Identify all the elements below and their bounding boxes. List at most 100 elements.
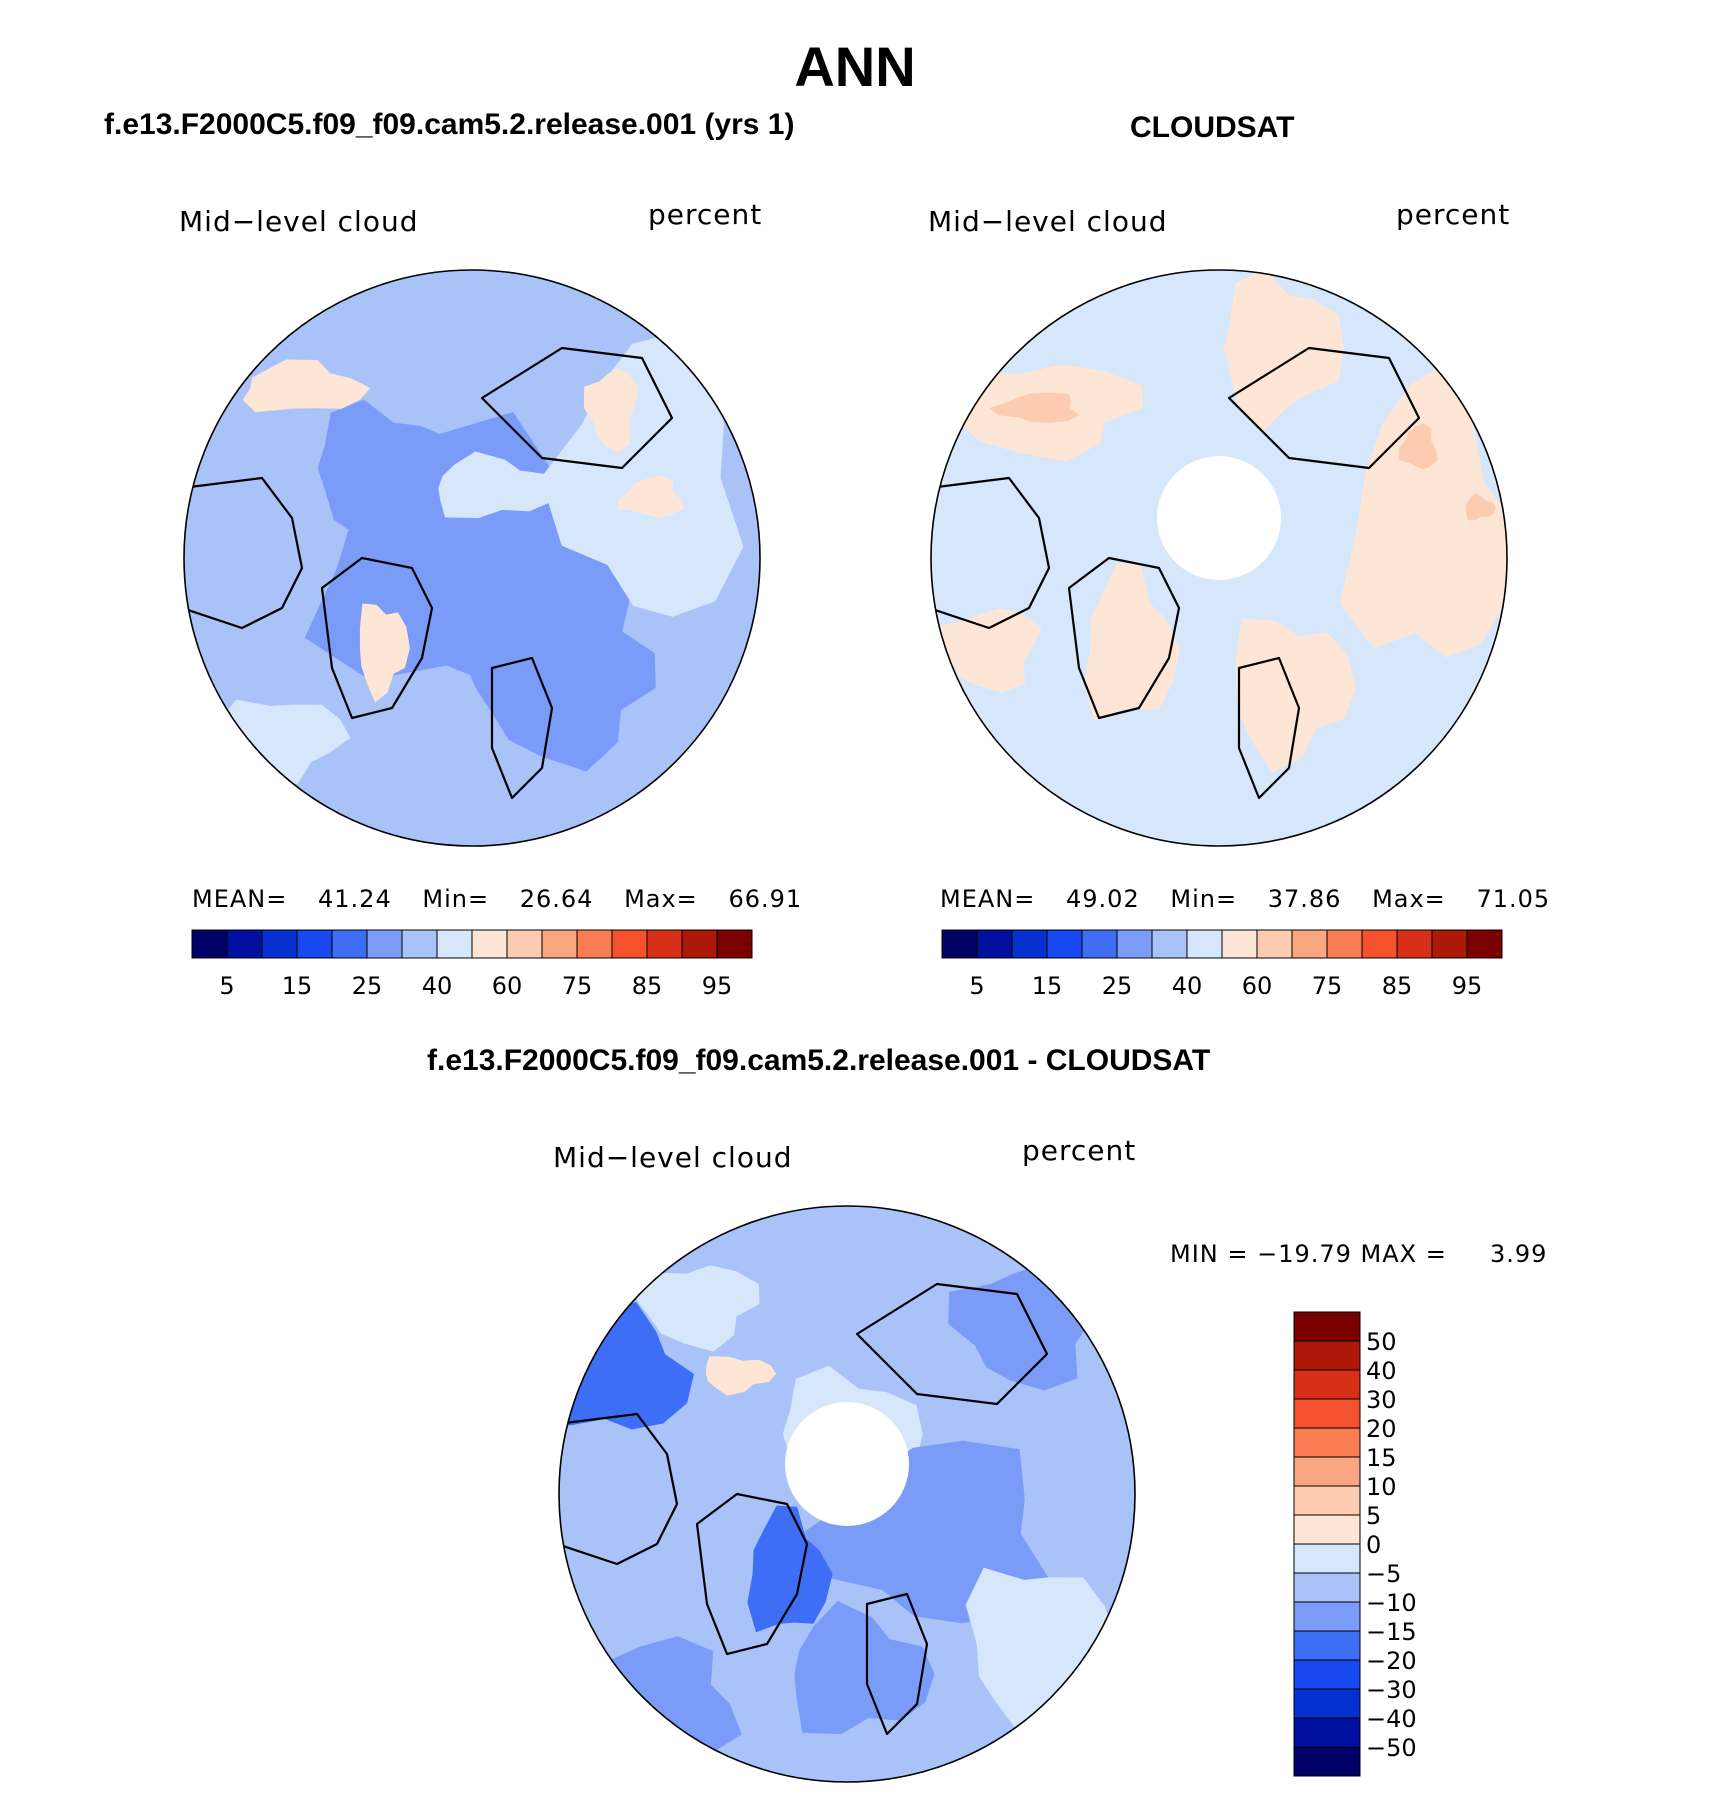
left-mean-value: 41.24 [318,885,392,913]
right-stats: MEAN= 49.02 Min= 37.86 Max= 71.05 [940,885,1550,913]
colorbar-swatch [1293,1485,1361,1516]
colorbar-tick-label: 10 [1366,1473,1397,1501]
colorbar-tick-label: 85 [1382,972,1413,1000]
colorbar-swatch [1046,929,1083,959]
cloud-fraction-patch [242,359,371,413]
colorbar-swatch [1151,929,1188,959]
coastline [695,1492,809,1656]
colorbar-swatch [1293,1717,1361,1748]
model-panel-title: f.e13.F2000C5.f09_f09.cam5.2.release.001… [104,108,795,141]
diff-variable-label: Mid−level cloud [553,1141,793,1174]
left-stats: MEAN= 41.24 Min= 26.64 Max= 66.91 [192,885,802,913]
coastline [1067,556,1181,720]
cloud-fraction-patch [583,368,639,453]
colorbar-swatch [1326,929,1363,959]
coastline [865,1592,929,1736]
cloud-fraction-patch [932,608,1042,693]
colorbar-swatch [1293,1543,1361,1574]
colorbar-swatch [1293,1514,1361,1545]
colorbar-tick-label: 20 [1366,1415,1397,1443]
colorbar-tick-label: 75 [1312,972,1343,1000]
colorbar-tick-label: 5 [1366,1502,1381,1530]
right-polar-map [930,269,1508,847]
coastline [931,476,1051,630]
cloud-fraction-patch [458,620,656,772]
coastline [320,556,434,720]
left-variable-label: Mid−level cloud [179,205,419,238]
colorbar-swatch [1293,1601,1361,1632]
colorbar-tick-label: 40 [422,972,453,1000]
colorbar-tick-label: 85 [632,972,663,1000]
map-boundary [183,269,761,847]
cloud-fraction-patch [317,399,458,540]
cloud-fraction-patch [1084,562,1181,721]
colorbar-swatch [1431,929,1468,959]
right-min-label: Min= [1170,885,1238,913]
left-min-label: Min= [422,885,490,913]
cloud-fraction-patch [628,1265,760,1352]
colorbar-swatch [1293,1340,1361,1371]
right-colorbar: 5 15 25 40 60 75 85 95 [941,929,1503,1000]
colorbar-tick-label: 60 [1242,972,1273,1000]
cloud-fraction-patch [965,1567,1117,1736]
colorbar-swatch [1081,929,1118,959]
colorbar-swatch [941,929,978,959]
colorbar-tick-label: 30 [1366,1386,1397,1414]
colorbar-swatch [1396,929,1433,959]
colorbar-swatch [261,929,298,959]
colorbar-tick-label: −20 [1366,1647,1417,1675]
colorbar-tick-label: 5 [219,972,234,1000]
right-min-value: 37.86 [1267,885,1342,913]
colorbar-tick-label: −15 [1366,1618,1417,1646]
cloud-fraction-patch [618,475,684,518]
colorbar-swatch [1466,929,1503,959]
diff-units-label: percent [1022,1134,1137,1167]
cloud-fraction-patch [438,451,559,519]
cloud-fraction-patch [1398,423,1438,470]
colorbar-tick-label: −5 [1366,1560,1401,1588]
right-mean-value: 49.02 [1066,885,1140,913]
colorbar-swatch [1293,1456,1361,1487]
colorbar-swatch [331,929,368,959]
colorbar-swatch [1293,1688,1361,1719]
colorbar-tick-label: 40 [1366,1357,1397,1385]
colorbar-tick-label: −10 [1366,1589,1417,1617]
right-variable-label: Mid−level cloud [928,205,1168,238]
missing-data-region [785,1402,909,1526]
colorbar-swatch [1293,1630,1361,1661]
colorbar-swatch [541,929,578,959]
coastline [1227,346,1421,470]
cloud-fraction-patch [747,1505,833,1633]
cloud-fraction-patch [540,333,744,617]
colorbar-swatch [1291,929,1328,959]
colorbar-tick-label: 5 [969,972,984,1000]
colorbar-tick-label: 50 [1366,1328,1397,1356]
cloud-fraction-patch [359,603,410,703]
figure-title: ANN [794,35,916,98]
left-colorbar: 5 15 25 40 60 75 85 95 [191,929,753,1000]
colorbar-swatch [1293,1746,1361,1777]
left-max-label: Max= [624,885,698,913]
colorbar-swatch [716,929,753,959]
colorbar-swatch [506,929,543,959]
obs-panel-title: CLOUDSAT [1130,111,1295,144]
diff-stats: MIN = −19.79 MAX = 3.99 [1170,1240,1548,1268]
colorbar-swatch [191,929,228,959]
coastline [480,346,674,470]
colorbar-tick-label: 25 [1102,972,1133,1000]
colorbar-swatch [296,929,333,959]
colorbar-tick-label: −50 [1366,1734,1417,1762]
colorbar-swatch [576,929,613,959]
colorbar-tick-label: 15 [282,972,313,1000]
colorbar-tick-label: 95 [1452,972,1483,1000]
colorbar-swatch [681,929,718,959]
map-boundary [930,269,1508,847]
cloud-fraction-patch [989,392,1080,423]
left-max-value: 66.91 [728,885,803,913]
cloud-fraction-patch [1236,618,1356,773]
colorbar-swatch [1186,929,1223,959]
diff-panel-title: f.e13.F2000C5.f09_f09.cam5.2.release.001… [427,1044,1211,1077]
colorbar-tick-label: 60 [492,972,523,1000]
colorbar-swatch [1293,1311,1361,1342]
diff-polar-map [558,1205,1136,1783]
